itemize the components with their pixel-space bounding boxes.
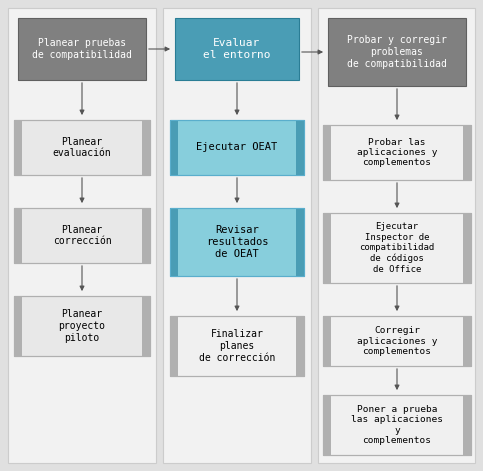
Bar — [323, 213, 471, 283]
Bar — [323, 316, 471, 366]
Text: Corregir
aplicaciones y
complementos: Corregir aplicaciones y complementos — [357, 326, 437, 356]
Bar — [14, 120, 150, 175]
Bar — [323, 213, 331, 283]
Bar — [323, 316, 471, 366]
Bar — [328, 18, 466, 86]
Text: Poner a prueba
las aplicaciones
y
complementos: Poner a prueba las aplicaciones y comple… — [351, 405, 443, 445]
Bar — [318, 8, 475, 463]
Bar — [296, 120, 304, 175]
Bar — [170, 316, 178, 376]
Bar — [14, 208, 150, 263]
Text: Planear
corrección: Planear corrección — [53, 225, 112, 246]
Bar — [323, 125, 331, 180]
Bar — [463, 316, 471, 366]
Bar — [170, 120, 304, 175]
Text: Finalizar
planes
de corrección: Finalizar planes de corrección — [199, 329, 275, 363]
Text: Planear
proyecto
piloto: Planear proyecto piloto — [58, 309, 105, 342]
Bar — [296, 316, 304, 376]
Bar — [14, 208, 150, 263]
Bar — [14, 296, 150, 356]
Bar — [323, 125, 471, 180]
Bar — [14, 120, 150, 175]
Bar — [323, 395, 471, 455]
Bar — [170, 208, 178, 276]
Bar — [142, 296, 150, 356]
Bar — [170, 208, 304, 276]
Text: Ejecutar OEAT: Ejecutar OEAT — [197, 143, 278, 153]
Bar — [463, 125, 471, 180]
Bar — [175, 18, 299, 80]
Bar — [170, 316, 304, 376]
Bar — [142, 208, 150, 263]
Bar — [323, 213, 471, 283]
Bar — [170, 316, 304, 376]
Bar — [323, 316, 331, 366]
Text: Ejecutar
Inspector de
compatibilidad
de códigos
de Office: Ejecutar Inspector de compatibilidad de … — [359, 222, 435, 274]
Bar — [323, 395, 331, 455]
Bar — [163, 8, 311, 463]
Text: Probar y corregir
problemas
de compatibilidad: Probar y corregir problemas de compatibi… — [347, 35, 447, 69]
Bar — [14, 208, 22, 263]
Bar — [142, 120, 150, 175]
Bar — [170, 120, 304, 175]
Text: Probar las
aplicaciones y
complementos: Probar las aplicaciones y complementos — [357, 138, 437, 167]
Text: Revisar
resultados
de OEAT: Revisar resultados de OEAT — [206, 226, 268, 259]
Bar — [14, 296, 22, 356]
Bar — [463, 213, 471, 283]
Bar — [8, 8, 156, 463]
Bar — [18, 18, 146, 80]
Bar — [296, 208, 304, 276]
Bar — [170, 120, 178, 175]
Text: Evaluar
el entorno: Evaluar el entorno — [203, 38, 271, 60]
Bar — [14, 120, 22, 175]
Bar — [14, 296, 150, 356]
Text: Planear
evaluación: Planear evaluación — [53, 137, 112, 158]
Bar — [323, 395, 471, 455]
Bar — [170, 208, 304, 276]
Bar — [323, 125, 471, 180]
Bar — [463, 395, 471, 455]
Text: Planear pruebas
de compatibilidad: Planear pruebas de compatibilidad — [32, 38, 132, 60]
